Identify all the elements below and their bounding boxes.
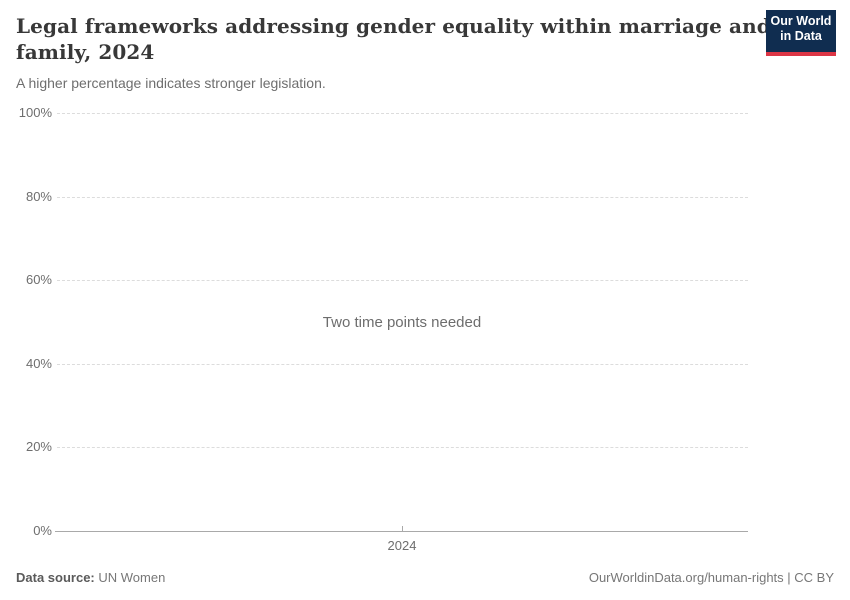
y-axis-tick-label: 80%: [25, 188, 52, 204]
x-axis-tick: [402, 526, 403, 531]
empty-state-message: Two time points needed: [322, 314, 482, 331]
x-axis-tick-label: 2024: [387, 538, 417, 553]
y-axis-tick-label: 60%: [25, 272, 52, 288]
owid-logo-line2: in Data: [780, 29, 822, 43]
owid-logo-line1: Our World: [770, 14, 832, 28]
owid-logo: Our World in Data: [766, 10, 836, 56]
y-gridline: [57, 363, 748, 365]
x-axis-line: [55, 531, 748, 532]
data-source-value: UN Women: [94, 570, 166, 585]
y-axis-tick-label: 20%: [25, 439, 52, 455]
data-source: Data source: UN Women: [16, 570, 165, 585]
footer-attribution: OurWorldinData.org/human-rights | CC BY: [588, 570, 834, 585]
y-gridline: [57, 280, 748, 282]
y-axis-tick-label: 40%: [25, 355, 52, 371]
y-gridline: [57, 196, 748, 198]
y-axis-tick-label: 100%: [18, 105, 52, 120]
page-subtitle: A higher percentage indicates stronger l…: [16, 75, 326, 91]
page-title: Legal frameworks addressing gender equal…: [16, 14, 771, 64]
y-gridline: [57, 113, 748, 114]
y-gridline: [57, 447, 748, 449]
y-axis-tick-label: 0%: [33, 523, 52, 538]
data-source-label: Data source:: [16, 570, 95, 585]
